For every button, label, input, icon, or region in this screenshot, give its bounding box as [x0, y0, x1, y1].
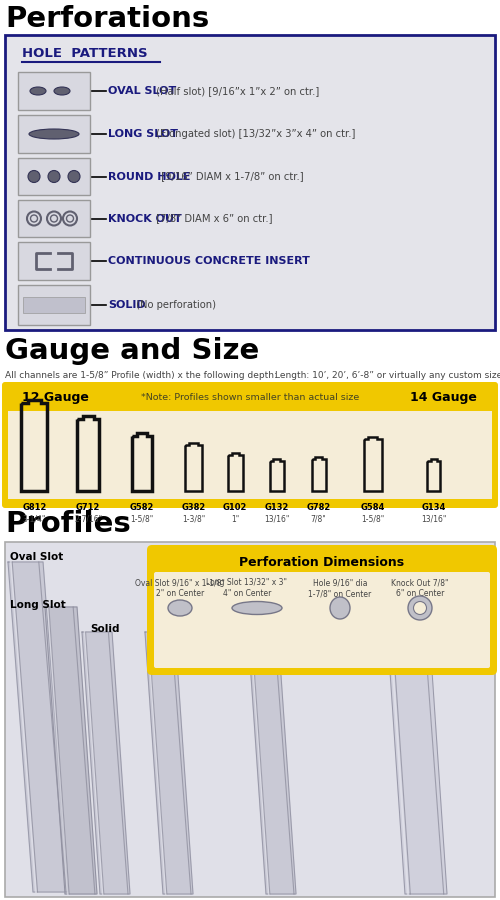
Ellipse shape [28, 170, 40, 183]
Bar [18, 242, 90, 280]
Text: (Elongated slot) [13/32”x 3”x 4” on ctr.]: (Elongated slot) [13/32”x 3”x 4” on ctr.… [153, 129, 356, 139]
Text: Perforation Dimensions: Perforation Dimensions [240, 555, 404, 569]
Text: 1": 1" [231, 515, 239, 524]
Text: 13/16": 13/16" [421, 515, 446, 524]
Text: [7/8” DIAM x 6” on ctr.]: [7/8” DIAM x 6” on ctr.] [153, 213, 272, 223]
Text: G102: G102 [223, 503, 248, 512]
Text: *Note: Profiles shown smaller than actual size: *Note: Profiles shown smaller than actua… [141, 393, 359, 402]
Polygon shape [385, 597, 447, 894]
Bar [18, 285, 90, 325]
Ellipse shape [50, 215, 58, 222]
Bar [5, 542, 495, 897]
Text: OVAL SLOT: OVAL SLOT [108, 86, 176, 96]
Text: Solid: Solid [90, 624, 120, 634]
Text: 1-3/8": 1-3/8" [182, 515, 206, 524]
Text: Knock Out 7/8"
6" on Center: Knock Out 7/8" 6" on Center [391, 578, 449, 599]
Text: G132: G132 [265, 503, 289, 512]
Ellipse shape [63, 212, 77, 226]
Ellipse shape [330, 597, 350, 619]
Text: G582: G582 [130, 503, 154, 512]
Bar [18, 72, 90, 110]
Bar [5, 35, 495, 330]
Ellipse shape [414, 601, 426, 615]
Text: 1-5/8": 1-5/8" [130, 515, 154, 524]
Text: 3-1/4": 3-1/4" [22, 515, 46, 524]
Bar [18, 200, 90, 237]
Text: 2-7/16": 2-7/16" [74, 515, 102, 524]
Text: Perforations: Perforations [5, 5, 209, 33]
FancyBboxPatch shape [154, 572, 490, 668]
Text: 1-5/8": 1-5/8" [361, 515, 384, 524]
Ellipse shape [168, 600, 192, 616]
Polygon shape [82, 632, 130, 894]
Ellipse shape [408, 596, 432, 620]
Text: Oval Slot 9/16" x 1-1/8"
2" on Center: Oval Slot 9/16" x 1-1/8" 2" on Center [135, 578, 225, 599]
Bar [18, 158, 90, 195]
Text: G782: G782 [306, 503, 330, 512]
Bar [23, 297, 85, 313]
Ellipse shape [66, 215, 73, 222]
Ellipse shape [30, 87, 46, 95]
Text: KNOCK OUT: KNOCK OUT [108, 213, 182, 223]
Ellipse shape [29, 129, 79, 139]
Text: SOLID: SOLID [108, 300, 146, 310]
Text: HOLE  PATTERNS: HOLE PATTERNS [22, 47, 148, 60]
Text: Long Slot 13/32" x 3"
4" on Center: Long Slot 13/32" x 3" 4" on Center [206, 578, 288, 599]
Ellipse shape [68, 170, 80, 183]
Ellipse shape [48, 170, 60, 183]
Text: 14 Gauge: 14 Gauge [410, 392, 476, 404]
Text: (No perforation): (No perforation) [133, 300, 216, 310]
Text: 12 Gauge: 12 Gauge [22, 392, 88, 404]
Text: (Half slot) [9/16”x 1”x 2” on ctr.]: (Half slot) [9/16”x 1”x 2” on ctr.] [153, 86, 320, 96]
Text: Profiles: Profiles [5, 510, 131, 538]
Text: Back-to-Back: Back-to-Back [310, 590, 388, 600]
Text: 13/16": 13/16" [264, 515, 289, 524]
Ellipse shape [30, 215, 38, 222]
Ellipse shape [232, 601, 282, 615]
Text: Oval Slot: Oval Slot [10, 552, 63, 562]
Text: ROUND HOLE: ROUND HOLE [108, 172, 190, 182]
Text: Hole 9/16" dia
1-7/8" on Center: Hole 9/16" dia 1-7/8" on Center [308, 578, 372, 599]
Polygon shape [8, 562, 68, 892]
Text: G382: G382 [182, 503, 206, 512]
Text: 7/8": 7/8" [310, 515, 326, 524]
Text: G584: G584 [360, 503, 384, 512]
Text: Knock-out: Knock-out [275, 624, 335, 634]
Text: G712: G712 [76, 503, 100, 512]
FancyBboxPatch shape [2, 382, 498, 508]
Text: Long Slot: Long Slot [10, 600, 66, 610]
Text: Gauge and Size: Gauge and Size [5, 337, 259, 365]
Polygon shape [45, 607, 97, 894]
Text: All channels are 1-5/8” Profile (width) x the following depth:: All channels are 1-5/8” Profile (width) … [5, 371, 277, 380]
Text: [9/16” DIAM x 1-7/8” on ctr.]: [9/16” DIAM x 1-7/8” on ctr.] [158, 172, 304, 182]
Ellipse shape [47, 212, 61, 226]
Ellipse shape [54, 87, 70, 95]
Text: CONTINUOUS CONCRETE INSERT: CONTINUOUS CONCRETE INSERT [108, 256, 310, 266]
Polygon shape [248, 632, 296, 894]
Polygon shape [145, 632, 193, 894]
FancyBboxPatch shape [147, 545, 497, 675]
Text: G812: G812 [22, 503, 46, 512]
Ellipse shape [27, 212, 41, 226]
Text: Length: 10’, 20’, 6’-8” or virtually any custom size: Length: 10’, 20’, 6’-8” or virtually any… [275, 371, 500, 380]
Bar [8, 411, 492, 499]
Text: G134: G134 [422, 503, 446, 512]
Bar [18, 115, 90, 153]
Text: LONG SLOT: LONG SLOT [108, 129, 178, 139]
Text: Hole: Hole [192, 624, 219, 634]
